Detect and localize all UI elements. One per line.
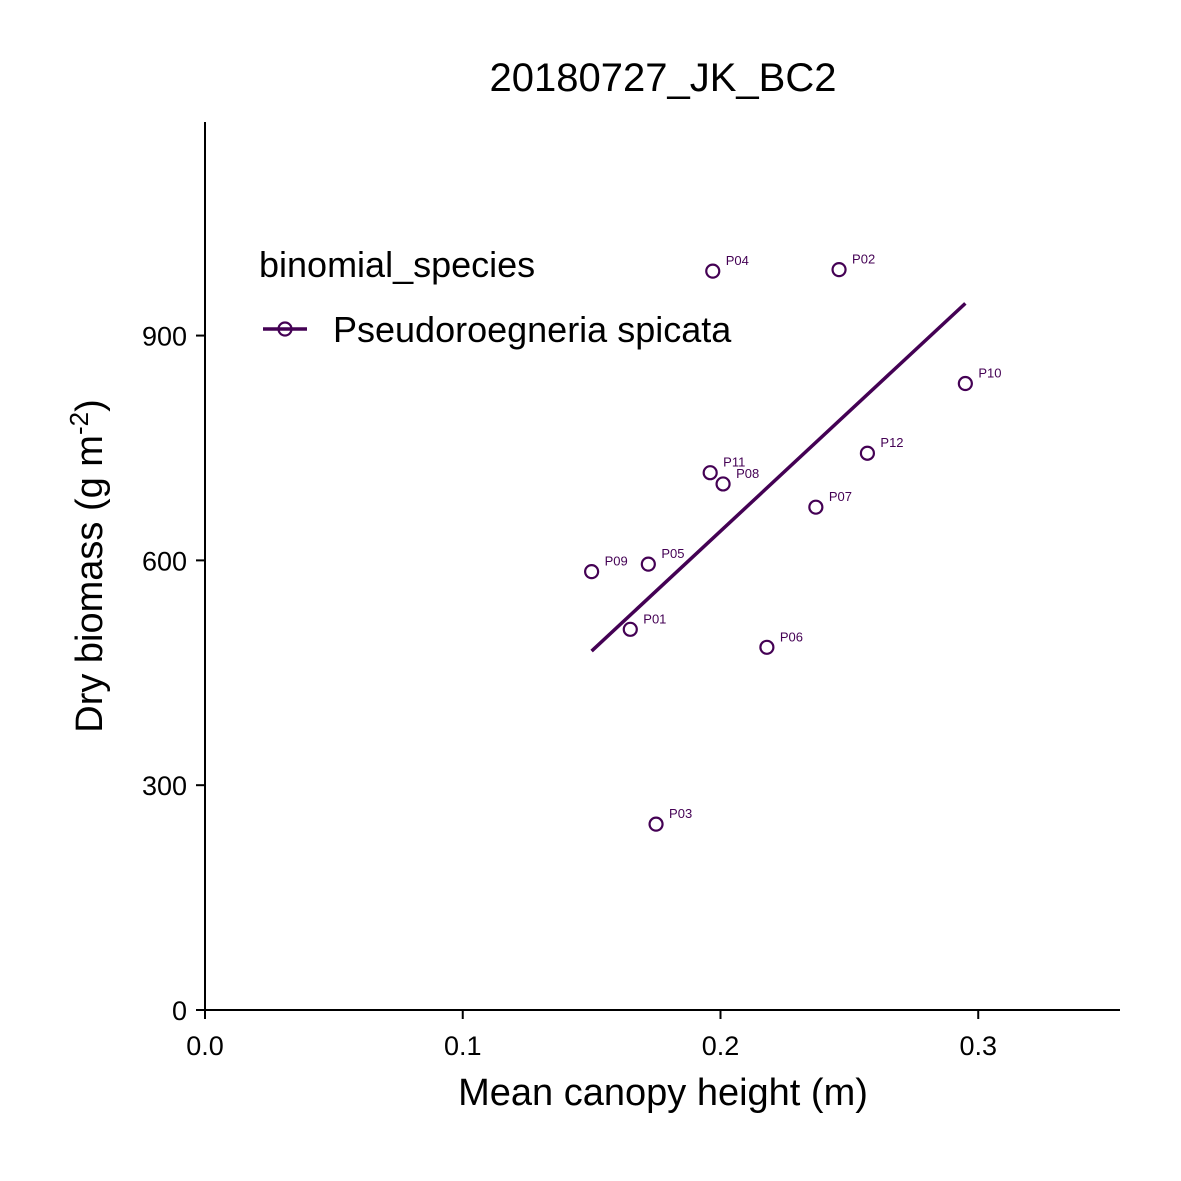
data-point xyxy=(957,375,973,392)
fit-lines xyxy=(590,302,967,653)
data-point xyxy=(584,564,600,580)
y-axis-title: Dry biomass (g m-2) xyxy=(64,399,111,733)
legend-title: binomial_species xyxy=(259,244,535,285)
y-tick-label: 300 xyxy=(142,771,187,801)
data-point xyxy=(702,465,718,481)
data-point xyxy=(759,639,775,655)
data-points xyxy=(584,262,973,832)
point-label: P08 xyxy=(736,466,759,481)
point-label: P01 xyxy=(643,611,666,626)
data-point xyxy=(648,816,664,832)
point-label: P09 xyxy=(605,554,628,569)
regression-line xyxy=(590,302,967,653)
x-ticks: 0.0 0.1 0.2 0.3 xyxy=(186,1010,997,1061)
x-tick-label: 0.3 xyxy=(959,1031,997,1061)
data-point xyxy=(808,499,824,515)
legend-entry-label: Pseudoroegneria spicata xyxy=(333,309,732,350)
point-label: P05 xyxy=(661,546,684,561)
y-axis-title-close: ) xyxy=(69,399,111,412)
y-tick-label: 900 xyxy=(142,322,187,352)
data-point xyxy=(831,262,847,278)
y-tick-label: 600 xyxy=(142,546,187,576)
point-labels: P01 P02 P03 P04 P05 P06 P07 P08 P09 P10 P11 P12 xyxy=(605,252,1002,822)
x-tick-label: 0.2 xyxy=(702,1031,740,1061)
y-ticks: 0 300 600 900 xyxy=(142,322,205,1026)
y-tick-label: 0 xyxy=(172,996,187,1026)
point-label: P11 xyxy=(723,455,745,470)
point-label: P03 xyxy=(669,806,692,821)
data-point xyxy=(622,621,638,637)
x-axis-title: Mean canopy height (m) xyxy=(458,1072,868,1114)
point-label: P04 xyxy=(726,253,749,268)
point-label: P06 xyxy=(780,629,803,644)
chart-title: 20180727_JK_BC2 xyxy=(490,56,837,100)
y-axis-title-superscript: -2 xyxy=(64,412,94,435)
x-tick-label: 0.0 xyxy=(186,1031,224,1061)
data-point xyxy=(859,445,876,461)
point-label: P10 xyxy=(978,366,1001,381)
legend-key-point xyxy=(277,321,293,337)
point-label: P12 xyxy=(880,435,903,450)
data-point xyxy=(715,476,731,492)
y-axis-title-main: Dry biomass (g m xyxy=(69,435,111,733)
data-point xyxy=(640,556,656,572)
x-tick-label: 0.1 xyxy=(444,1031,482,1061)
axes xyxy=(204,122,1120,1011)
legend-entries: Pseudoroegneria spicata xyxy=(263,309,732,350)
point-label: P07 xyxy=(829,489,852,504)
data-point xyxy=(705,263,721,279)
point-label: P02 xyxy=(852,252,875,267)
legend: binomial_species Pseudoroegneria spicata xyxy=(259,244,732,350)
